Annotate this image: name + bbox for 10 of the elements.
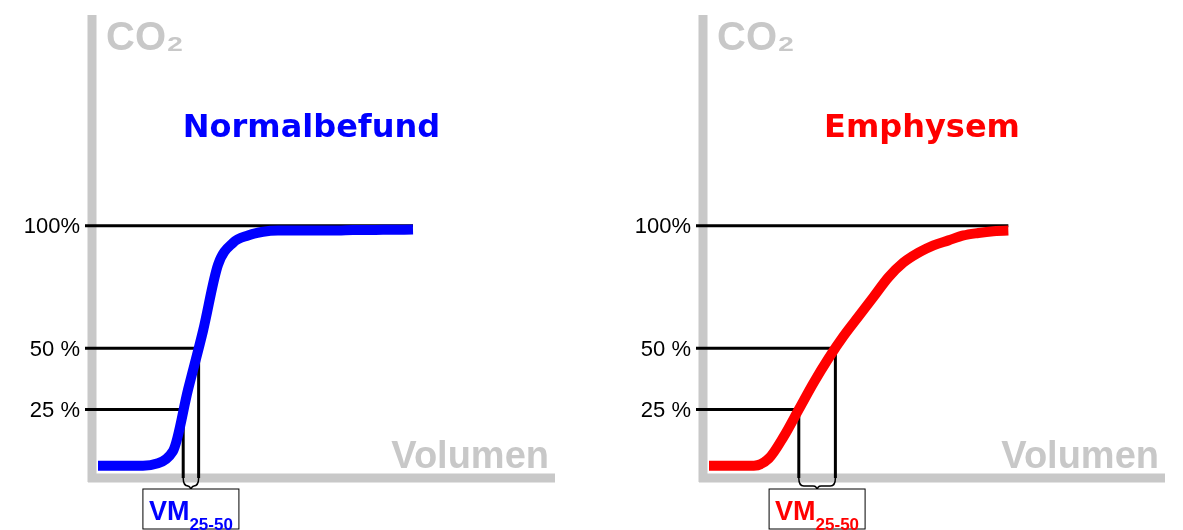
y-tick-label: 100% — [634, 213, 691, 239]
text: Emphysem — [824, 107, 1020, 145]
y-tick-label: 25 % — [640, 397, 691, 423]
y-tick-label: 50 % — [29, 335, 80, 361]
y-tick-label: 50 % — [640, 335, 691, 361]
text: VM$_{25-50}$ — [148, 496, 233, 530]
text: VM$_{25-50}$ — [775, 496, 860, 530]
y-tick-label: 100% — [23, 213, 80, 239]
y-tick-label: 25 % — [29, 397, 80, 423]
text: Normalbefund — [182, 107, 441, 145]
